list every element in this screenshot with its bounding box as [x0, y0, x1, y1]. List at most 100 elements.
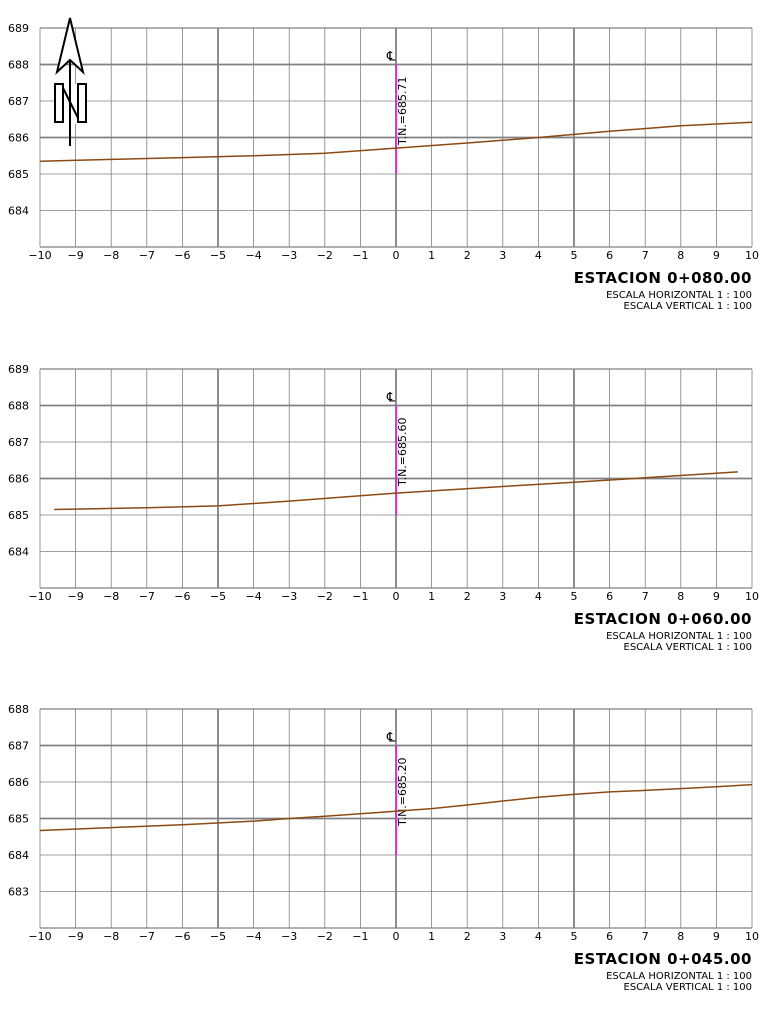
x-tick-label: 8 — [677, 930, 684, 943]
x-tick-label: −4 — [245, 930, 261, 943]
x-tick-label: 2 — [464, 590, 471, 603]
station-title: ESTACION 0+060.00 — [574, 610, 752, 628]
x-tick-label: 0 — [393, 930, 400, 943]
tn-label: T.N.=685.71 — [396, 77, 409, 146]
x-tick-label: 9 — [713, 930, 720, 943]
y-tick-label: 685 — [8, 813, 29, 826]
x-tick-label: 2 — [464, 249, 471, 262]
y-tick-label: 689 — [8, 363, 29, 376]
x-tick-label: −10 — [28, 249, 51, 262]
x-tick-label: 5 — [571, 930, 578, 943]
y-tick-label: 685 — [8, 509, 29, 522]
x-tick-label: −2 — [317, 590, 333, 603]
y-tick-label: 686 — [8, 132, 29, 145]
x-tick-label: 0 — [393, 249, 400, 262]
x-tick-label: −5 — [210, 930, 226, 943]
x-tick-label: 6 — [606, 590, 613, 603]
x-tick-label: 7 — [642, 930, 649, 943]
scale-horizontal: ESCALA HORIZONTAL 1 : 100 — [606, 290, 752, 301]
x-tick-label: 9 — [713, 590, 720, 603]
terrain-line — [54, 471, 738, 511]
centerline-symbol: ℄ — [386, 731, 396, 746]
x-tick-label: 3 — [499, 590, 506, 603]
x-tick-label: −3 — [281, 930, 297, 943]
terrain-line — [39, 121, 753, 162]
x-tick-label: −10 — [28, 930, 51, 943]
x-tick-label: 0 — [393, 590, 400, 603]
x-tick-label: −3 — [281, 590, 297, 603]
x-tick-label: −7 — [139, 249, 155, 262]
x-tick-label: −8 — [103, 590, 119, 603]
x-tick-label: 4 — [535, 590, 542, 603]
y-tick-label: 686 — [8, 473, 29, 486]
x-tick-label: 2 — [464, 930, 471, 943]
x-tick-label: −5 — [210, 590, 226, 603]
y-tick-label: 684 — [8, 849, 29, 862]
x-tick-label: −1 — [352, 930, 368, 943]
scale-horizontal: ESCALA HORIZONTAL 1 : 100 — [606, 631, 752, 642]
centerline-symbol: ℄ — [386, 50, 396, 65]
y-tick-label: 689 — [8, 22, 29, 35]
station-title: ESTACION 0+045.00 — [574, 950, 752, 968]
scale-vertical: ESCALA VERTICAL 1 : 100 — [624, 982, 753, 993]
x-tick-label: 9 — [713, 249, 720, 262]
x-tick-label: 5 — [571, 590, 578, 603]
x-tick-label: 4 — [535, 249, 542, 262]
x-tick-label: 4 — [535, 930, 542, 943]
x-tick-label: −6 — [174, 590, 190, 603]
x-tick-label: −4 — [245, 249, 261, 262]
x-tick-label: 1 — [428, 590, 435, 603]
y-tick-label: 688 — [8, 59, 29, 72]
x-tick-label: −2 — [317, 249, 333, 262]
x-tick-label: −9 — [67, 249, 83, 262]
x-tick-label: −6 — [174, 249, 190, 262]
y-tick-label: 684 — [8, 546, 29, 559]
x-tick-label: 1 — [428, 930, 435, 943]
north-letter-n — [54, 83, 87, 123]
x-tick-label: −4 — [245, 590, 261, 603]
x-tick-label: 7 — [642, 590, 649, 603]
x-tick-label: −1 — [352, 249, 368, 262]
y-tick-label: 685 — [8, 168, 29, 181]
centerline-symbol: ℄ — [386, 391, 396, 406]
north-arrow-icon — [54, 17, 87, 146]
tn-label: T.N.=685.60 — [396, 418, 409, 487]
x-tick-label: −8 — [103, 930, 119, 943]
x-tick-label: 3 — [499, 249, 506, 262]
x-tick-label: 10 — [745, 590, 759, 603]
x-tick-label: −9 — [67, 930, 83, 943]
x-tick-label: −7 — [139, 930, 155, 943]
x-tick-label: 10 — [745, 249, 759, 262]
y-tick-label: 683 — [8, 886, 29, 899]
x-tick-label: −2 — [317, 930, 333, 943]
y-tick-label: 687 — [8, 95, 29, 108]
x-tick-label: −6 — [174, 930, 190, 943]
x-tick-label: −7 — [139, 590, 155, 603]
x-tick-label: −10 — [28, 590, 51, 603]
x-tick-label: 3 — [499, 930, 506, 943]
y-tick-label: 687 — [8, 740, 29, 753]
scale-vertical: ESCALA VERTICAL 1 : 100 — [624, 642, 753, 653]
x-tick-label: 5 — [571, 249, 578, 262]
y-tick-label: 684 — [8, 205, 29, 218]
x-tick-label: 7 — [642, 249, 649, 262]
x-tick-label: −3 — [281, 249, 297, 262]
x-tick-label: 6 — [606, 249, 613, 262]
scale-horizontal: ESCALA HORIZONTAL 1 : 100 — [606, 971, 752, 982]
x-tick-label: −5 — [210, 249, 226, 262]
y-tick-label: 687 — [8, 436, 29, 449]
y-tick-label: 686 — [8, 776, 29, 789]
x-tick-label: −8 — [103, 249, 119, 262]
tn-label: T.N.=685.20 — [396, 758, 409, 827]
x-tick-label: 10 — [745, 930, 759, 943]
station-title: ESTACION 0+080.00 — [574, 269, 752, 287]
terrain-line — [39, 783, 753, 832]
x-tick-label: 8 — [677, 590, 684, 603]
y-tick-label: 688 — [8, 400, 29, 413]
x-tick-label: 8 — [677, 249, 684, 262]
